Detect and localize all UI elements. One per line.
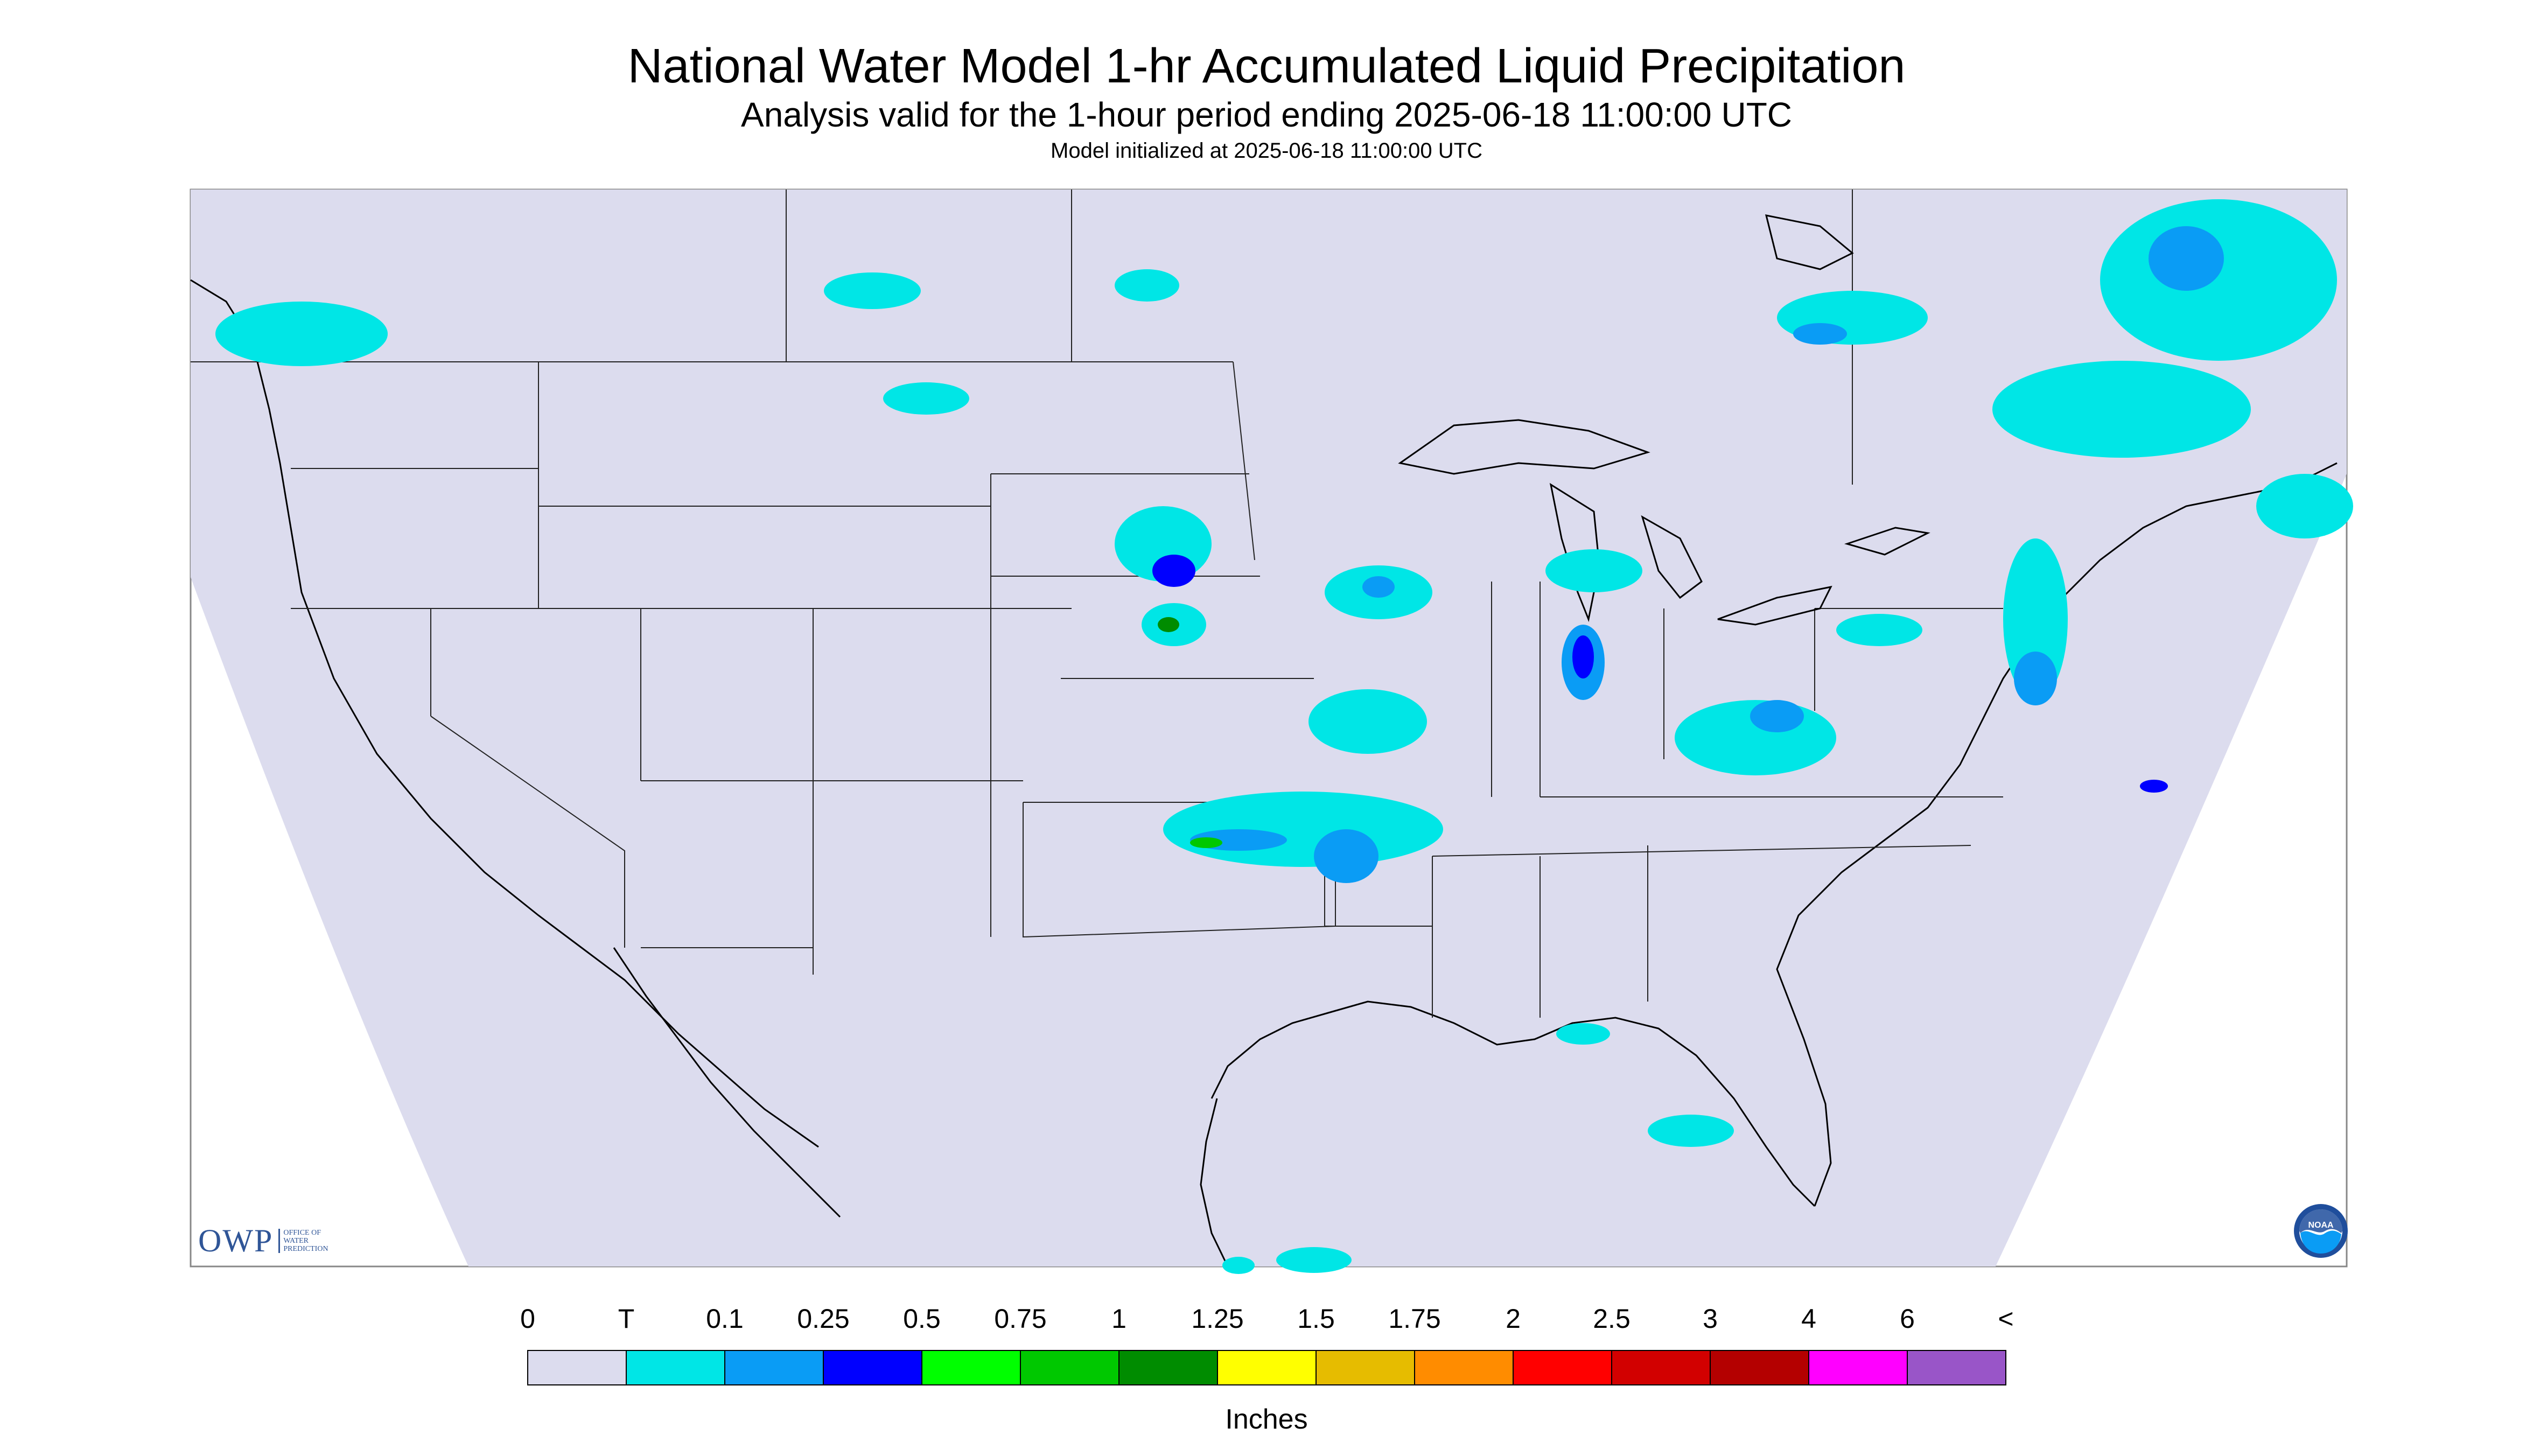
precip-patch [1276,1247,1352,1273]
precip-patch [1648,1115,1734,1147]
precip-patch [1222,1257,1255,1274]
precip-patch [1309,689,1427,754]
noaa-logo-icon: NOAA [2294,1204,2348,1258]
baja-coast [613,947,841,1218]
precip-patch [1750,700,1804,732]
owp-sub-line: WATER [283,1237,309,1245]
legend-color-swatch [1414,1350,1514,1385]
chart-title: National Water Model 1-hr Accumulated Li… [627,39,1906,93]
west-coast [190,279,819,1148]
precip-patch [1314,829,1379,883]
precip-patch [215,302,388,366]
legend-color-swatch [1710,1350,1809,1385]
precip-patch [1115,269,1179,302]
legend-color-swatch [626,1350,725,1385]
model-init-text: Model initialized at 2025-06-18 11:00:00… [1051,139,1482,163]
precip-patch [1190,837,1222,848]
precip-patch [2003,538,2068,700]
east-coast [1776,462,2338,1207]
precip-patch [883,382,969,415]
precip-patch [2100,199,2337,361]
chart-subtitle: Analysis valid for the 1-hour period end… [741,95,1792,134]
legend-color-swatch [527,1350,627,1385]
legend-color-swatch [1020,1350,1119,1385]
precip-patch [824,272,921,309]
legend-color-swatch [1316,1350,1415,1385]
legend-color-swatch [1217,1350,1317,1385]
legend-colorbar [527,1350,2006,1385]
coastlines [190,279,2338,1267]
legend-color-swatch [724,1350,824,1385]
data-domain [191,190,2347,1266]
precip-patch [1556,1023,1610,1045]
precip-patch [1572,635,1594,678]
owp-sub-line: OFFICE OF [283,1229,321,1237]
precip-patch [2140,780,2168,793]
precip-patch [1836,614,1922,646]
gulf-coast [1210,1000,1816,1207]
legend-color-swatch [1611,1350,1711,1385]
precip-areas [215,199,2353,1274]
legend-units: Inches [1225,1404,1308,1435]
legend-color-swatch [1808,1350,1908,1385]
precip-patch [1158,617,1179,632]
precip-patch [2149,226,2224,291]
precip-patch [1992,361,2251,458]
legend-color-swatch [823,1350,922,1385]
precip-patch [1793,323,1847,345]
legend-color-swatch [1513,1350,1612,1385]
owp-logo-text: OWP [198,1223,274,1258]
noaa-logo-text: NOAA [2308,1221,2334,1230]
owp-logo: OWP OFFICE OF WATER PREDICTION [198,1222,328,1259]
owp-logo-subtext: OFFICE OF WATER PREDICTION [278,1229,328,1253]
mexico-east-coast [1200,1098,1229,1267]
precip-patch [1545,549,1642,592]
precip-patch [1362,576,1395,598]
precip-patch [1163,792,1443,867]
legend-color-swatch [921,1350,1021,1385]
owp-sub-line: PREDICTION [283,1245,328,1253]
great-lakes [1398,214,1930,626]
legend-color-swatch [1907,1350,2006,1385]
precip-patch [2256,474,2353,538]
legend-color-swatch [1118,1350,1218,1385]
precip-patch [2014,652,2057,705]
precip-patch [1152,555,1195,587]
